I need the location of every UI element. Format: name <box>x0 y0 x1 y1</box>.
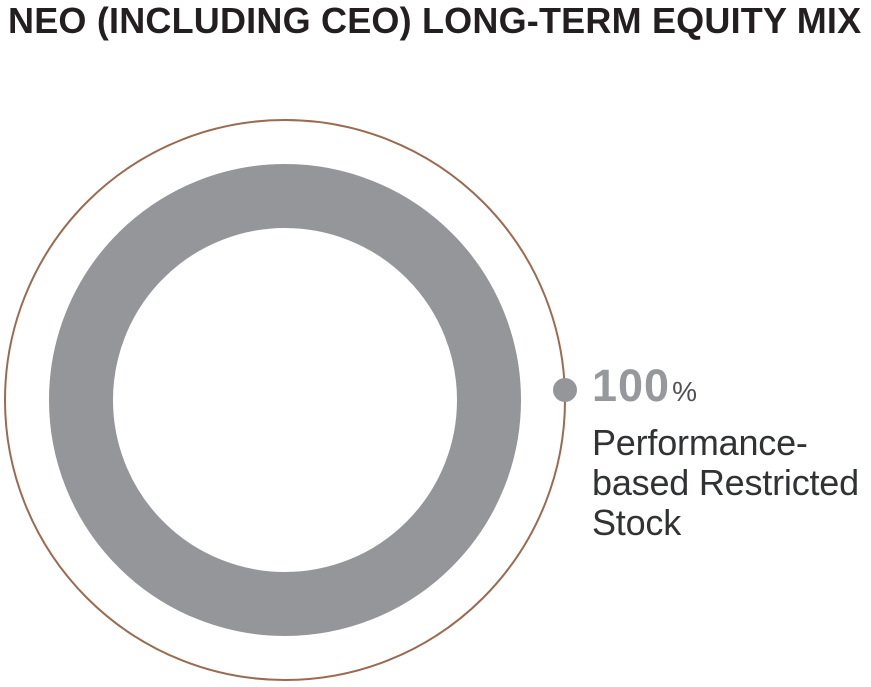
slice-label-line-3: Stock <box>592 502 682 543</box>
slice-value-row: 100% <box>592 363 871 419</box>
slice-callout: 100% Performance- based Restricted Stock <box>592 363 871 543</box>
slice-marker-dot <box>553 378 577 402</box>
slice-label-line-1: Performance- <box>592 422 808 463</box>
slice-value: 100 <box>592 360 671 411</box>
slice-label: Performance- based Restricted Stock <box>592 423 871 543</box>
percent-sign: % <box>672 376 697 407</box>
slice-label-line-2: based Restricted <box>592 462 859 503</box>
donut-slice-performance-based-restricted-stock <box>49 164 521 636</box>
chart-title: NEO (INCLUDING CEO) LONG-TERM EQUITY MIX <box>8 0 862 41</box>
